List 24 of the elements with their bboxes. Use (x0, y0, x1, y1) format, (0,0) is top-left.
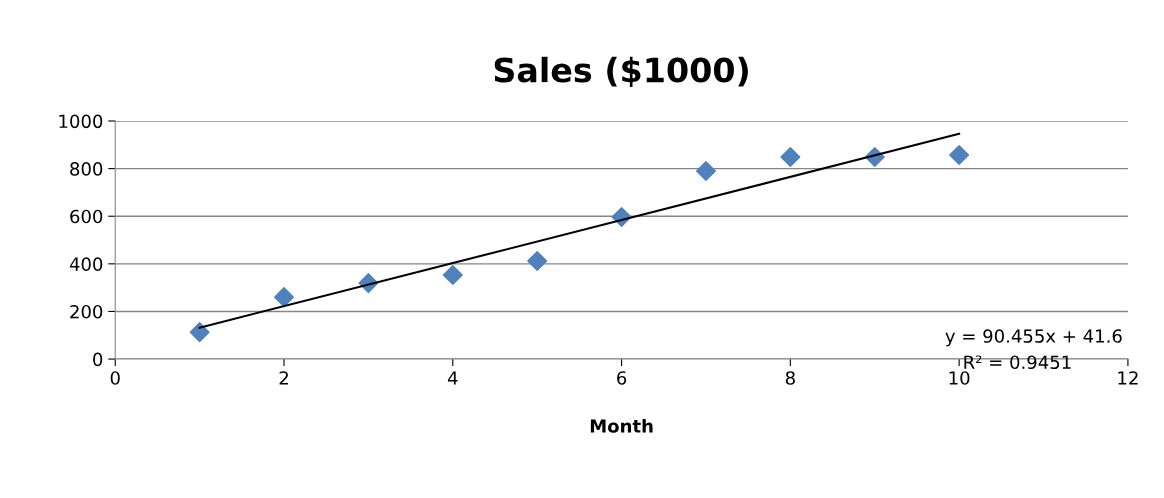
x-tick-label: 4 (447, 371, 458, 385)
chart-title: Sales ($1000) (494, 56, 748, 88)
point (527, 250, 548, 271)
y-tick-label: 400 (69, 257, 103, 271)
y-tick-label: 0 (93, 352, 103, 367)
x-tick-label: 10 (949, 371, 970, 385)
x-tick-label: 0 (110, 371, 120, 385)
point (189, 322, 210, 343)
point (695, 160, 716, 182)
point (442, 265, 463, 286)
point (949, 145, 970, 166)
x-tick-label: 2 (279, 371, 288, 385)
x-tick-label: 12 (1118, 371, 1138, 385)
x-tick-label: 8 (785, 371, 795, 385)
point (274, 287, 295, 308)
annotation: y = 90.455x + 41.6 (945, 329, 1122, 347)
annotation: R² = 0.9451 (964, 355, 1071, 370)
x-tick-label: 6 (617, 371, 627, 385)
y-tick-label: 800 (70, 162, 103, 176)
point (780, 146, 801, 167)
x-axis-title: Month (590, 418, 653, 433)
y-tick-label: 600 (70, 209, 103, 224)
y-tick-label: 200 (70, 304, 103, 319)
y-tick-label: 1000 (59, 114, 103, 129)
